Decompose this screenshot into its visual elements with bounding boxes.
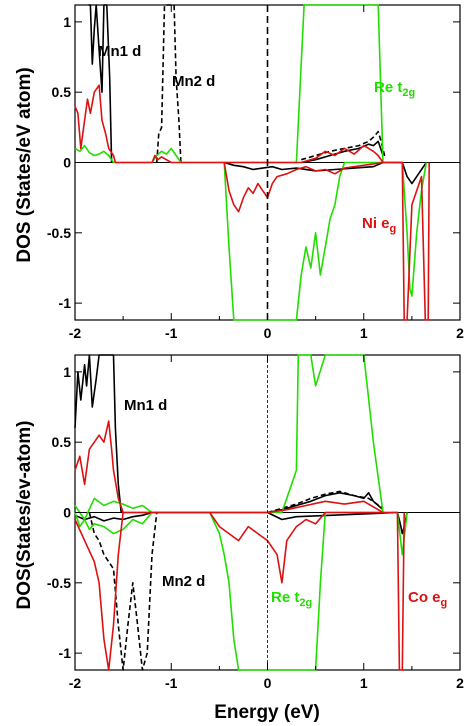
- bottom-ytick-label: 0: [63, 505, 71, 521]
- top-xtick-label: 0: [264, 325, 272, 341]
- bottom-ylabel: DOS(States/ev-atom): [14, 421, 35, 610]
- top-xtick-label: -2: [69, 325, 82, 341]
- bottom-xtick-label: 1: [360, 675, 368, 691]
- bottom-annotation-b: Co eg: [408, 589, 447, 609]
- top-series-mn1_up_cb: [301, 140, 384, 164]
- bottom-ytick-label: -1: [59, 645, 72, 661]
- bottom-xtick-label: -1: [165, 675, 178, 691]
- top-xtick-label: -1: [165, 325, 178, 341]
- top-ytick-label: -1: [59, 295, 72, 311]
- top-series-re_dn: [223, 161, 428, 321]
- bottom-series-b_dn: [74, 511, 405, 671]
- top-annotation-re: Re t2g: [374, 79, 415, 99]
- top-xtick-label: 2: [456, 325, 464, 341]
- bottom-dos-panel: -2 -1 0 1 2 -1 -0.5 0 0.5 1 Mn1 d Mn2 d Re t2g Co…: [47, 354, 464, 691]
- top-series-re_up: [74, 4, 384, 164]
- bottom-series-re_dn: [74, 511, 408, 671]
- top-series-mn2_cb: [300, 130, 386, 161]
- top-ytick-label: 1: [63, 14, 71, 30]
- top-series-b_up: [74, 84, 384, 164]
- top-ylabel: DOS (States/eV atom): [14, 67, 35, 262]
- bottom-series-mn1: [74, 354, 122, 513]
- top-xtick-label: 1: [360, 325, 368, 341]
- top-series-group: [74, 4, 460, 321]
- bottom-ytick-label: -0.5: [47, 575, 71, 591]
- top-ytick-label: 0: [63, 155, 71, 171]
- bottom-xtick-label: -2: [69, 675, 82, 691]
- bottom-annotation-mn1: Mn1 d: [124, 397, 167, 414]
- bottom-series-mn1_dn: [74, 511, 408, 535]
- top-annotation-mn1: Mn1 d: [98, 43, 141, 60]
- bottom-ytick-label: 1: [63, 364, 71, 380]
- bottom-ytick-label: 0.5: [52, 434, 72, 450]
- bottom-annotation-re: Re t2g: [271, 589, 312, 609]
- xlabel: Energy (eV): [214, 702, 320, 723]
- top-annotation-mn2: Mn2 d: [172, 73, 215, 90]
- top-series-b_dn: [223, 161, 430, 321]
- bottom-ticks-group: -2 -1 0 1 2 -1 -0.5 0 0.5 1: [47, 355, 464, 691]
- bottom-annotation-mn2: Mn2 d: [162, 573, 205, 590]
- top-ticks-group: -2 -1 0 1 2 -1 -0.5 0 0.5 1: [47, 5, 464, 341]
- top-dos-panel: -2 -1 0 1 2 -1 -0.5 0 0.5 1 Mn1 d Mn2 d Re t2g Ni…: [47, 4, 464, 341]
- top-series-mn1: [88, 4, 113, 163]
- top-ytick-label: -0.5: [47, 225, 71, 241]
- bottom-xtick-label: 2: [456, 675, 464, 691]
- top-annotation-b: Ni eg: [362, 215, 396, 235]
- bottom-series-mn2_cb: [267, 490, 384, 514]
- top-series-mn2: [156, 4, 182, 163]
- bottom-series-group: [74, 354, 460, 671]
- top-ytick-label: 0.5: [52, 84, 72, 100]
- top-series-mn1_dn: [223, 161, 427, 185]
- bottom-series-b_up: [74, 420, 384, 514]
- bottom-series-re_up: [74, 354, 384, 521]
- bottom-xtick-label: 0: [264, 675, 272, 691]
